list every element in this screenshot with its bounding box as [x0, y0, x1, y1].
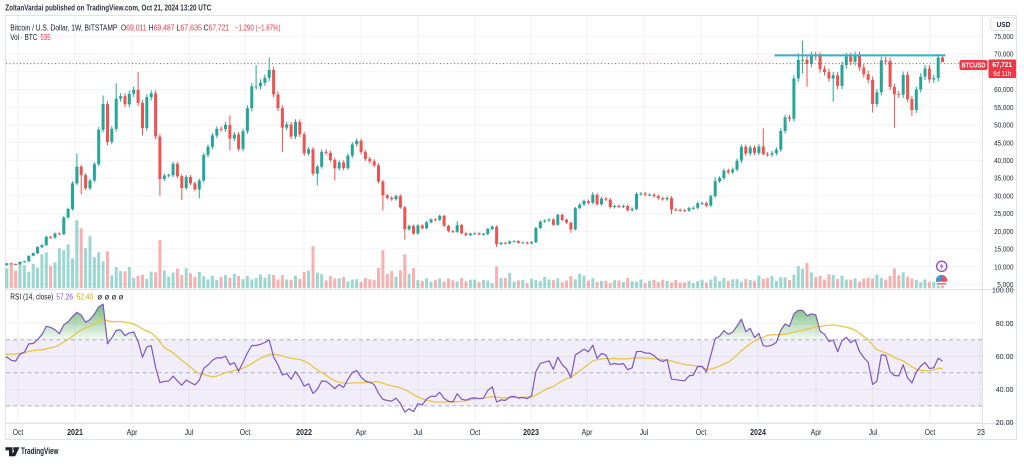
svg-text:75,000: 75,000 — [994, 32, 1013, 41]
svg-text:100.00: 100.00 — [992, 286, 1014, 295]
svg-text:50,000: 50,000 — [994, 121, 1013, 130]
svg-text:67,721: 67,721 — [992, 60, 1012, 69]
svg-text:Oct: Oct — [13, 428, 24, 437]
svg-text:30,000: 30,000 — [994, 191, 1013, 200]
svg-text:2021: 2021 — [67, 428, 83, 437]
svg-text:535: 535 — [41, 33, 52, 42]
svg-text:69,487: 69,487 — [154, 23, 175, 32]
svg-text:C: C — [204, 23, 209, 32]
svg-text:2024: 2024 — [750, 428, 766, 437]
svg-text:55,000: 55,000 — [994, 103, 1013, 112]
svg-text:2022: 2022 — [296, 428, 312, 437]
svg-text:6d 11h: 6d 11h — [993, 71, 1011, 78]
svg-text:69,011: 69,011 — [126, 23, 147, 32]
svg-text:ZoltanVardai published on Trad: ZoltanVardai published on TradingView.co… — [5, 3, 211, 12]
svg-text:Apr: Apr — [811, 428, 822, 437]
svg-text:45,000: 45,000 — [994, 138, 1013, 147]
svg-text:Apr: Apr — [582, 428, 593, 437]
svg-text:Oct: Oct — [696, 428, 707, 437]
svg-text:23: 23 — [977, 428, 985, 437]
svg-text:20.00: 20.00 — [996, 418, 1014, 427]
svg-text:−1,290 (−1.87%): −1,290 (−1.87%) — [235, 23, 281, 32]
svg-text:TradingView: TradingView — [21, 446, 59, 456]
svg-text:2023: 2023 — [523, 428, 539, 437]
svg-text:57.26: 57.26 — [56, 293, 73, 302]
svg-text:Bitcoin / U.S. Dollar, 1W, BIT: Bitcoin / U.S. Dollar, 1W, BITSTAMP — [10, 23, 117, 32]
svg-text:Jul: Jul — [869, 428, 878, 437]
svg-text:Jul: Jul — [414, 428, 423, 437]
svg-text:Oct: Oct — [470, 428, 481, 437]
svg-text:L: L — [176, 23, 180, 32]
svg-text:52.40: 52.40 — [77, 293, 94, 302]
svg-text:Jul: Jul — [640, 428, 649, 437]
svg-text:70,000: 70,000 — [994, 50, 1013, 59]
svg-text:15,000: 15,000 — [994, 245, 1013, 254]
svg-text:BTCUSD: BTCUSD — [962, 63, 986, 70]
svg-text:Oct: Oct — [925, 428, 936, 437]
svg-text:10,000: 10,000 — [994, 262, 1013, 271]
svg-text:67,721: 67,721 — [208, 23, 229, 32]
svg-text:USD: USD — [997, 20, 1012, 29]
svg-text:Apr: Apr — [356, 428, 367, 437]
svg-text:40.00: 40.00 — [996, 385, 1014, 394]
svg-text:Vol · BTC: Vol · BTC — [10, 33, 37, 42]
svg-text:67,635: 67,635 — [180, 23, 202, 32]
svg-text:5,000: 5,000 — [997, 280, 1013, 289]
svg-text:Jul: Jul — [185, 428, 194, 437]
svg-text:O: O — [121, 23, 126, 32]
svg-text:40,000: 40,000 — [994, 156, 1013, 165]
svg-text:H: H — [149, 23, 154, 32]
svg-text:ø ø ø ø: ø ø ø ø — [97, 293, 123, 302]
svg-text:RSI (14, close): RSI (14, close) — [10, 293, 53, 302]
svg-text:Oct: Oct — [240, 428, 251, 437]
svg-text:Apr: Apr — [127, 428, 138, 437]
svg-text:80.00: 80.00 — [996, 319, 1014, 328]
svg-text:25,000: 25,000 — [994, 209, 1013, 218]
svg-text:60,000: 60,000 — [994, 85, 1013, 94]
svg-text:60.00: 60.00 — [996, 352, 1014, 361]
svg-text:20,000: 20,000 — [994, 227, 1013, 236]
svg-text:35,000: 35,000 — [994, 174, 1013, 183]
